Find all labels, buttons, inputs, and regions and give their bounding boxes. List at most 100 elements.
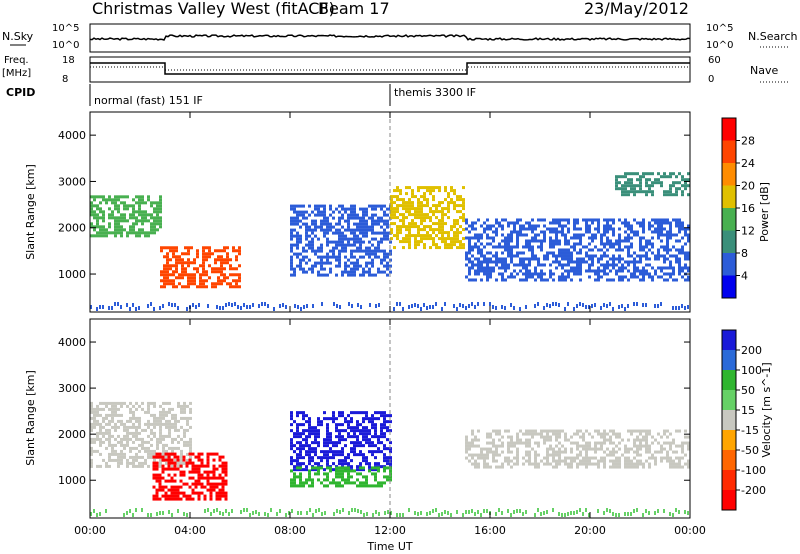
power-cell — [618, 227, 621, 231]
power-cell — [296, 264, 299, 268]
velocity-cell — [471, 462, 474, 466]
velocity-cell — [177, 446, 180, 450]
power-cell — [612, 263, 615, 267]
power-cell — [621, 193, 624, 197]
power-cell — [477, 272, 480, 276]
power-cell — [166, 276, 169, 280]
power-cell — [594, 218, 597, 222]
power-cell — [609, 218, 612, 222]
velocity-cell — [371, 414, 374, 418]
velocity-cell — [627, 438, 630, 442]
velocity-cell — [111, 404, 114, 408]
power-cell — [296, 243, 299, 247]
velocity-cell — [609, 453, 612, 457]
velocity-cell — [176, 485, 180, 489]
velocity-cell — [290, 444, 293, 448]
velocity-cell — [183, 443, 186, 447]
velocity-cell — [347, 462, 350, 466]
power-cell — [93, 213, 96, 217]
power-cell — [627, 248, 630, 252]
velocity-cell — [636, 459, 639, 463]
power-cell — [199, 285, 202, 289]
power-cell — [540, 248, 543, 252]
power-cell — [163, 285, 166, 289]
velocity-ground-cell — [315, 509, 317, 513]
power-cell — [624, 260, 627, 264]
power-cell — [687, 251, 690, 255]
velocity-cell — [212, 488, 216, 492]
power-cell — [135, 201, 138, 205]
velocity-cell — [540, 432, 543, 436]
velocity-cell — [332, 411, 335, 415]
power-cell — [214, 258, 217, 262]
velocity-cell — [120, 404, 123, 408]
velocity-cell — [612, 447, 615, 451]
velocity-cell — [341, 450, 344, 454]
power-cell — [371, 237, 374, 241]
velocity-ground-cell — [342, 508, 344, 512]
velocity-cell — [186, 404, 189, 408]
power-cell — [423, 243, 426, 247]
power-cell — [368, 204, 371, 208]
power-cell — [380, 270, 383, 274]
power-cell — [501, 263, 504, 267]
power-cell — [368, 273, 371, 277]
nsky-label: N.Sky — [2, 30, 34, 43]
power-cell — [444, 222, 447, 226]
velocity-cell — [368, 450, 371, 454]
power-cell — [317, 237, 320, 241]
power-cell — [480, 248, 483, 252]
power-cell — [471, 236, 474, 240]
power-cell — [456, 222, 459, 226]
power-cell — [531, 248, 534, 252]
velocity-cell — [389, 441, 392, 445]
power-cell — [558, 251, 561, 255]
power-cell — [639, 236, 642, 240]
velocity-colorbar-swatch — [722, 350, 736, 371]
velocity-cell — [657, 450, 660, 454]
power-ground-cell — [120, 305, 122, 309]
freq-trace — [90, 62, 690, 75]
velocity-cell — [362, 432, 365, 436]
velocity-cell — [528, 444, 531, 448]
velocity-cell — [117, 425, 120, 429]
power-cell — [178, 282, 181, 286]
velocity-cell — [135, 416, 138, 420]
velocity-cell — [183, 428, 186, 432]
power-cell — [117, 231, 120, 235]
velocity-colorbar-tick-label: 15 — [741, 404, 755, 417]
velocity-cell — [152, 473, 156, 477]
power-cell — [480, 269, 483, 273]
velocity-cell — [567, 465, 570, 469]
power-cell — [402, 207, 405, 211]
velocity-cell — [588, 444, 591, 448]
velocity-ground-cell — [129, 509, 131, 513]
velocity-cell — [132, 455, 135, 459]
power-cell — [639, 221, 642, 225]
power-cell — [540, 278, 543, 282]
velocity-cell — [111, 410, 114, 414]
power-cell — [435, 210, 438, 214]
velocity-cell — [308, 459, 311, 463]
velocity-cell — [162, 443, 165, 447]
velocity-cell — [183, 404, 186, 408]
velocity-cell — [174, 446, 177, 450]
velocity-cell — [477, 465, 480, 469]
power-cell — [229, 267, 232, 271]
power-cell — [299, 219, 302, 223]
power-cell — [582, 218, 585, 222]
power-cell — [371, 258, 374, 262]
velocity-cell — [326, 444, 329, 448]
velocity-cell — [513, 444, 516, 448]
velocity-cell — [117, 407, 120, 411]
velocity-ground-cell — [540, 512, 542, 516]
velocity-cell — [561, 429, 564, 433]
power-cell — [417, 198, 420, 202]
velocity-cell — [344, 478, 347, 482]
power-cell — [447, 204, 450, 208]
velocity-cell — [353, 469, 356, 473]
velocity-cell — [308, 435, 311, 439]
velocity-cell — [516, 459, 519, 463]
power-cell — [362, 216, 365, 220]
power-cell — [332, 210, 335, 214]
